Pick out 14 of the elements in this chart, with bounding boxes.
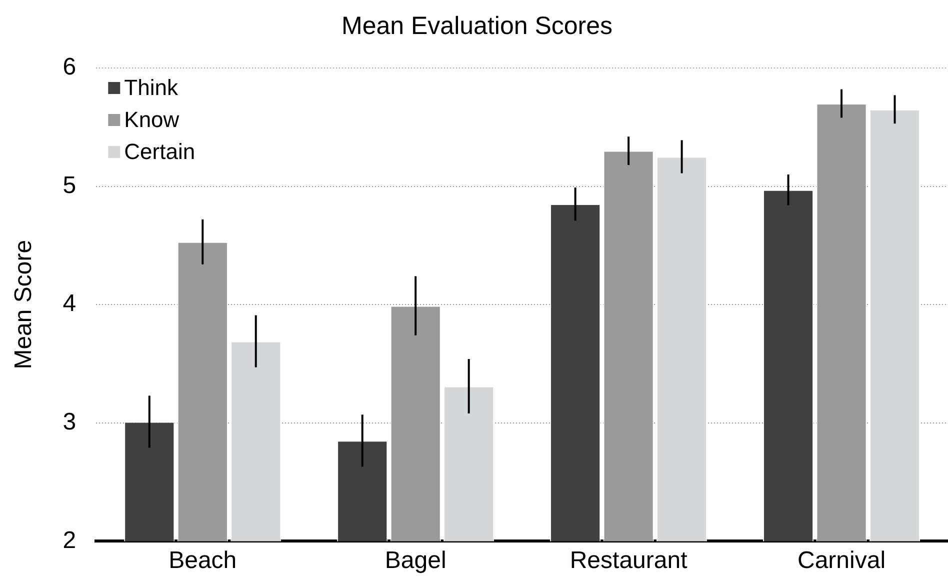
legend-label: Think <box>124 75 179 100</box>
y-tick-label: 5 <box>62 172 76 199</box>
x-tick-label: Restaurant <box>570 547 688 574</box>
chart-title: Mean Evaluation Scores <box>342 12 612 40</box>
x-tick-label: Bagel <box>384 547 446 574</box>
y-tick-label: 3 <box>62 408 76 436</box>
legend-label: Certain <box>124 139 196 164</box>
y-tick-label: 6 <box>62 54 76 81</box>
x-tick-label: Carnival <box>798 547 886 574</box>
y-axis-title: Mean Score <box>10 240 38 370</box>
x-tick-label: Beach <box>168 547 237 574</box>
y-tick-label: 4 <box>62 290 76 318</box>
y-tick-label: 2 <box>62 526 76 554</box>
legend-label: Know <box>124 107 180 132</box>
